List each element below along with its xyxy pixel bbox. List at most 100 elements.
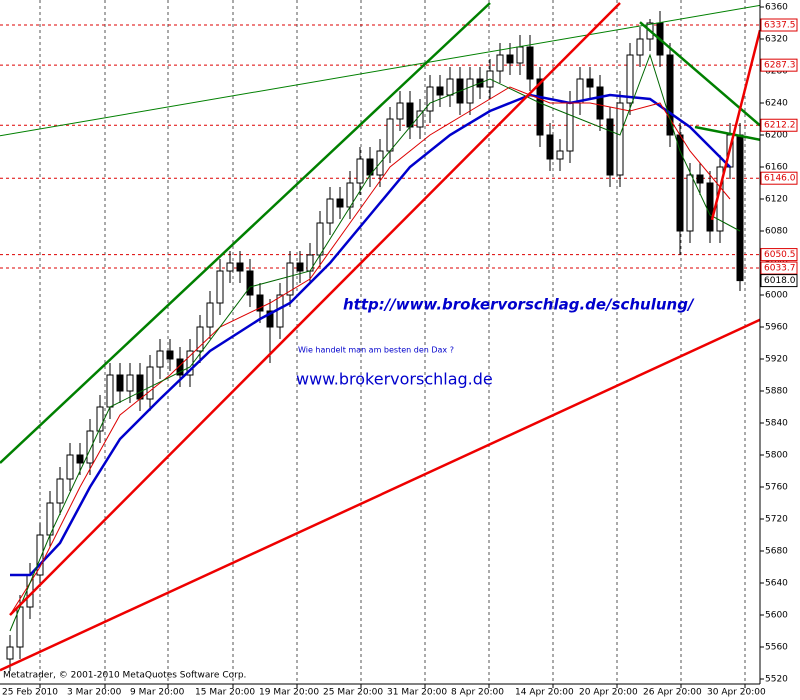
candle-body [386, 118, 394, 152]
trendline [0, 318, 760, 672]
candle-body [156, 350, 164, 368]
candle-body [466, 78, 474, 104]
y-tick-label: 6080 [765, 227, 788, 237]
x-tick-label: 26 Apr 20:00 [643, 688, 702, 698]
annotation: http://www.brokervorschlag.de/schulung/ [343, 296, 695, 314]
x-tick-label: 15 Mar 20:00 [195, 688, 255, 698]
level-box [760, 118, 798, 132]
level-label: 6050.5 [764, 250, 796, 260]
candle-body [706, 182, 714, 232]
candle-body [516, 46, 524, 64]
candle-body [6, 646, 14, 660]
candle-body [236, 262, 244, 272]
candle-body [276, 294, 284, 328]
candle-body [146, 366, 154, 400]
y-tick-label: 6160 [765, 163, 788, 173]
y-tick-label: 6320 [765, 35, 788, 45]
candle-body [126, 374, 134, 392]
candle-body [136, 374, 144, 400]
candle-body [66, 454, 74, 480]
y-tick-label: 6000 [765, 291, 788, 301]
candle-body [736, 134, 744, 282]
y-tick-label: 5840 [765, 419, 788, 429]
y-tick-label: 5920 [765, 355, 788, 365]
moving-average [10, 93, 731, 577]
y-tick-label: 5880 [765, 387, 788, 397]
candle-body [426, 86, 434, 112]
candle-body [256, 294, 264, 312]
candle-body [406, 102, 414, 128]
plot-area [0, 2, 760, 672]
candle-body [196, 326, 204, 352]
candle-body [216, 270, 224, 304]
last-price-label: 6018.0 [764, 276, 796, 286]
candle-body [246, 270, 254, 296]
moving-average [9, 53, 741, 632]
candle-body [506, 54, 514, 64]
level-label: 6287.3 [764, 61, 796, 71]
annotation: www.brokervorschlag.de [296, 370, 493, 389]
candle-body [206, 302, 214, 328]
y-tick-label: 6240 [765, 99, 788, 109]
level-label: 6146.0 [764, 174, 796, 184]
x-tick-label: 31 Mar 20:00 [387, 688, 447, 698]
moving-average [9, 86, 731, 616]
candle-body [566, 102, 574, 152]
y-tick-label: 5600 [765, 611, 788, 621]
x-tick-label: 8 Apr 20:00 [451, 688, 504, 698]
trendline [9, 2, 621, 616]
x-tick-label: 19 Mar 20:00 [259, 688, 319, 698]
candle-body [596, 86, 604, 120]
candle-body [76, 454, 84, 464]
level-box [760, 171, 798, 185]
y-tick-label: 5560 [765, 643, 788, 653]
candle-body [436, 86, 444, 96]
candle-body [86, 430, 94, 464]
candle-body [266, 310, 274, 328]
y-tick-label: 6120 [765, 195, 788, 205]
candle-body [586, 78, 594, 88]
grid [39, 0, 746, 684]
level-label: 6212.2 [764, 121, 796, 131]
candle-body [316, 222, 324, 256]
y-tick-label: 5760 [765, 483, 788, 493]
candle-body [636, 38, 644, 56]
x-tick-label: 14 Apr 20:00 [515, 688, 574, 698]
y-tick-label: 6360 [765, 3, 788, 13]
candle-body [666, 54, 674, 136]
y-tick-label: 6200 [765, 131, 788, 141]
level-label: 6337.5 [764, 21, 796, 31]
candle-body [536, 78, 544, 136]
candle-body [96, 406, 104, 432]
y-tick-label: 5520 [765, 675, 788, 685]
level-box [760, 58, 798, 72]
x-tick-label: 30 Apr 20:00 [707, 688, 766, 698]
trendline [0, 4, 760, 137]
y-tick-label: 5720 [765, 515, 788, 525]
candle-body [416, 110, 424, 128]
trendline [694, 125, 760, 142]
level-box [760, 18, 798, 32]
x-tick-label: 25 Mar 20:00 [323, 688, 383, 698]
candle-body [306, 254, 314, 272]
y-tick-label: 5640 [765, 579, 788, 589]
candle-body [106, 374, 114, 408]
trendline [0, 2, 491, 464]
candle-body [556, 150, 564, 160]
candle-body [446, 78, 454, 96]
candle-body [696, 174, 704, 184]
axis-labels: 5520 5560 5600 5640 5680 5720 5760 5800 5840 5880… [2, 3, 798, 698]
trendline [710, 29, 760, 221]
candle-body [626, 54, 634, 104]
candle-body [526, 46, 534, 80]
candle-body [546, 134, 554, 160]
candle-body [336, 198, 344, 208]
candle-body [606, 118, 614, 176]
candle-body [116, 374, 124, 392]
candle-body [56, 478, 64, 504]
x-tick-label: 9 Mar 20:00 [130, 688, 185, 698]
y-tick-label: 5960 [765, 323, 788, 333]
candle-body [36, 534, 44, 576]
